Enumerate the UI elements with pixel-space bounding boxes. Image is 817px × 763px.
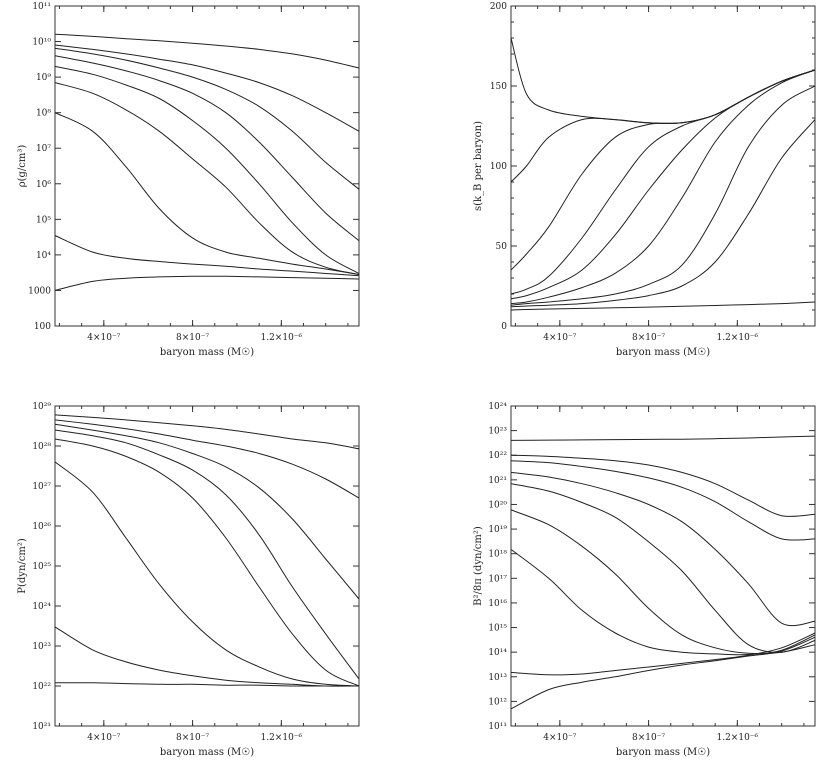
- y-tick-label: 10²³: [32, 642, 51, 652]
- y-tick-label: 10²⁴: [488, 402, 507, 412]
- y-tick-label: 10⁹: [36, 73, 51, 83]
- series-line-t8: [510, 119, 816, 308]
- y-tick-label: 10⁷: [36, 144, 51, 154]
- y-tick-label: 10¹⁷: [488, 574, 507, 584]
- y-tick-label: 100: [34, 322, 51, 332]
- y-tick-label: 50: [496, 242, 508, 252]
- y-tick-label: 10¹¹: [32, 2, 51, 12]
- series-line-t8: [54, 235, 360, 277]
- y-tick-label: 10²⁴: [32, 602, 51, 612]
- series-line-t5: [510, 483, 816, 653]
- y-tick-label: 10⁶: [36, 180, 51, 190]
- series-line-t9: [510, 636, 816, 710]
- series-line-t1: [510, 37, 816, 125]
- y-axis-label: s(k_B per baryon): [473, 121, 484, 211]
- x-axis-label: baryon mass (M☉): [616, 347, 710, 358]
- y-tick-label: 10¹⁸: [488, 550, 507, 560]
- y-tick-label: 10¹⁶: [488, 599, 507, 609]
- panel-magnetic: 10¹¹ 10¹² 10¹³ 10¹⁴ 10¹⁵ 10¹⁶ 10¹⁷ 10¹⁸ 10¹⁹ 10²⁰…: [473, 402, 816, 758]
- series-line-t3: [510, 460, 816, 541]
- y-tick-label: 0: [501, 322, 507, 332]
- series-line-t4: [54, 429, 360, 680]
- y-tick-label: 10¹³: [488, 673, 507, 683]
- y-tick-label: 10¹²: [488, 697, 507, 707]
- x-tick-label: 8×10⁻⁷: [632, 333, 665, 343]
- series-line-t3: [54, 47, 360, 190]
- series-line-t6: [54, 461, 360, 687]
- y-tick-label: 10⁸: [36, 109, 51, 119]
- y-tick-label: 10¹⁵: [488, 624, 507, 634]
- series-line-t7: [510, 549, 816, 656]
- series-line-t2: [54, 44, 360, 132]
- panel-entropy: 0 50 100 150 200 4×10⁻⁷ 8×10⁻⁷ 1.2×10⁻⁶ baryon m…: [473, 2, 816, 358]
- series-line-t9: [54, 275, 360, 291]
- y-axis-label: P(dyn/cm²): [17, 538, 28, 594]
- y-axis-label: ρ(g/cm³): [17, 145, 28, 188]
- series-line-t6: [54, 82, 360, 275]
- y-tick-label: 10²²: [488, 451, 507, 461]
- series-line-t9: [510, 301, 816, 311]
- y-tick-label: 10²²: [32, 682, 51, 692]
- panel-density: 100 1000 10⁴ 10⁵ 10⁶ 10⁷ 10⁸ 10⁹ 10¹⁰ 10¹¹ 4×10⁻⁷ 8…: [17, 2, 360, 358]
- y-tick-label: 10¹⁹: [488, 525, 507, 535]
- y-tick-label: 1000: [28, 286, 51, 296]
- series-line-t7: [54, 112, 360, 275]
- y-tick-label: 10²⁵: [32, 562, 51, 572]
- y-tick-label: 10²⁷: [32, 482, 51, 492]
- series-line-t4: [54, 55, 360, 242]
- x-tick-label: 4×10⁻⁷: [87, 333, 120, 343]
- panel-pressure: 10²¹ 10²² 10²³ 10²⁴ 10²⁵ 10²⁶ 10²⁷ 10²⁸ 10²⁹ 4×10…: [17, 402, 360, 758]
- x-tick-label: 1.2×10⁻⁶: [260, 733, 302, 743]
- y-tick-label: 10²⁸: [32, 442, 51, 452]
- x-tick-label: 1.2×10⁻⁶: [716, 333, 758, 343]
- series-line-t1: [54, 414, 360, 450]
- series-line-t3: [54, 423, 360, 600]
- plot-frame: [510, 405, 816, 727]
- series-line-t2: [510, 454, 816, 517]
- y-tick-label: 10²¹: [488, 476, 507, 486]
- y-axis-label: B²/8π (dyn/cm²): [473, 526, 484, 606]
- plot-frame: [54, 5, 360, 327]
- series-line-t4: [510, 471, 816, 627]
- series-line-t4: [510, 69, 816, 295]
- y-tick-label: 10⁵: [36, 215, 51, 225]
- series-line-t1: [510, 435, 816, 441]
- x-tick-label: 1.2×10⁻⁶: [260, 333, 302, 343]
- series-line-t6: [510, 69, 816, 305]
- x-tick-label: 4×10⁻⁷: [543, 733, 576, 743]
- x-tick-label: 8×10⁻⁷: [176, 733, 209, 743]
- series-line-t5: [54, 65, 360, 274]
- y-tick-label: 150: [490, 82, 507, 92]
- y-tick-label: 10²¹: [32, 722, 51, 732]
- series-line-t2: [54, 419, 360, 499]
- y-tick-label: 10¹⁴: [488, 648, 507, 658]
- y-tick-label: 10²⁶: [32, 522, 51, 532]
- series-line-t1: [54, 33, 360, 69]
- y-tick-label: 10¹⁰: [32, 38, 51, 48]
- y-tick-label: 100: [490, 162, 507, 172]
- y-tick-label: 10²⁹: [32, 402, 51, 412]
- x-tick-label: 4×10⁻⁷: [87, 733, 120, 743]
- y-tick-label: 10²³: [488, 427, 507, 437]
- y-tick-label: 200: [490, 2, 507, 12]
- series-line-t3: [510, 69, 816, 271]
- x-tick-label: 8×10⁻⁷: [176, 333, 209, 343]
- y-tick-label: 10²⁰: [488, 500, 507, 510]
- y-tick-label: 10⁴: [36, 251, 51, 261]
- y-tick-label: 10¹¹: [488, 722, 507, 732]
- series-line-t5: [54, 438, 360, 687]
- x-tick-label: 1.2×10⁻⁶: [716, 733, 758, 743]
- x-tick-label: 8×10⁻⁷: [632, 733, 665, 743]
- x-axis-label: baryon mass (M☉): [616, 747, 710, 758]
- series-line-t8: [510, 632, 816, 676]
- series-line-t7: [510, 85, 816, 306]
- x-tick-label: 4×10⁻⁷: [543, 333, 576, 343]
- x-axis-label: baryon mass (M☉): [160, 347, 254, 358]
- x-axis-label: baryon mass (M☉): [160, 747, 254, 758]
- series-line-t5: [510, 69, 816, 300]
- series-line-t8: [54, 682, 359, 687]
- series-line-t7: [54, 626, 360, 687]
- series-line-t6: [510, 509, 816, 655]
